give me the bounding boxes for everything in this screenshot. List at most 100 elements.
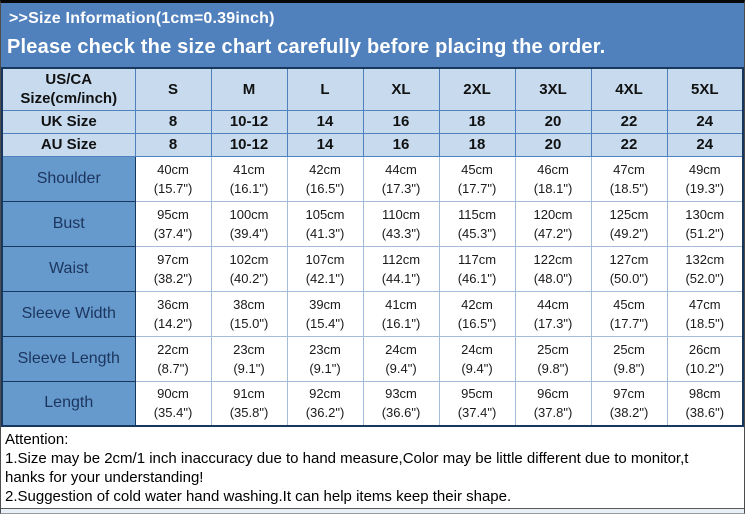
- value-inch: (49.2"): [609, 225, 649, 241]
- measurement-value-cell: 25cm (9.8"): [514, 335, 592, 382]
- measurement-value-cell: 127cm (50.0"): [590, 245, 668, 292]
- banner-title: >>Size Information(1cm=0.39inch): [9, 10, 275, 27]
- value-inch: (15.0"): [229, 315, 269, 331]
- measurement-value-cell: 44cm (17.3"): [362, 155, 440, 202]
- value-inch: (43.3"): [381, 225, 421, 241]
- value-inch: (37.8"): [533, 405, 573, 421]
- measurement-label: Sleeve Length: [1, 335, 136, 382]
- value-cm: 39cm: [309, 296, 341, 312]
- size-value-cell: 18: [438, 132, 516, 157]
- corner-header-line2: Size(cm/inch): [20, 90, 118, 108]
- value-cm: 41cm: [385, 296, 417, 312]
- value-cm: 120cm: [533, 206, 573, 222]
- measurement-value-cell: 122cm (48.0"): [514, 245, 592, 292]
- measurement-row: Waist 97cm (38.2") 102cm (40.2") 107cm (42.1")…: [1, 245, 744, 292]
- measurement-value-cell: 47cm (18.5"): [666, 290, 744, 337]
- measurement-value-cell: 102cm (40.2"): [210, 245, 288, 292]
- value-inch: (16.5"): [457, 315, 497, 331]
- row-label: AU Size: [1, 132, 136, 157]
- measurement-value-cell: 36cm (14.2"): [134, 290, 212, 337]
- value-cm: 25cm: [613, 341, 645, 357]
- value-cm: 115cm: [457, 206, 497, 222]
- value-inch: (36.2"): [305, 405, 345, 421]
- measurement-value-cell: 42cm (16.5"): [286, 155, 364, 202]
- measurement-value-cell: 100cm (39.4"): [210, 200, 288, 247]
- measurement-value-cell: 91cm (35.8"): [210, 380, 288, 427]
- measurement-value-cell: 107cm (42.1"): [286, 245, 364, 292]
- attention-line: hanks for your understanding!: [5, 469, 204, 486]
- value-cm: 97cm: [613, 386, 645, 402]
- value-cm: 46cm: [537, 161, 569, 177]
- value-inch: (9.8"): [537, 360, 569, 376]
- measurement-value-cell: 23cm (9.1"): [286, 335, 364, 382]
- value-inch: (9.1"): [233, 360, 265, 376]
- size-value-cell: 22: [590, 109, 668, 134]
- size-column-header: 5XL: [666, 67, 744, 111]
- measurement-value-cell: 125cm (49.2"): [590, 200, 668, 247]
- size-value-cell: 8: [134, 109, 212, 134]
- measurement-value-cell: 41cm (16.1"): [210, 155, 288, 202]
- value-inch: (41.3"): [305, 225, 345, 241]
- measurement-value-cell: 47cm (18.5"): [590, 155, 668, 202]
- value-inch: (44.1"): [381, 270, 421, 286]
- value-cm: 24cm: [385, 341, 417, 357]
- value-inch: (48.0"): [533, 270, 573, 286]
- value-cm: 97cm: [157, 251, 189, 267]
- value-inch: (18.5"): [609, 180, 649, 196]
- measurement-row: Sleeve Width 36cm (14.2") 38cm (15.0") 39cm (1…: [1, 290, 744, 337]
- measurement-value-cell: 40cm (15.7"): [134, 155, 212, 202]
- size-value-cell: 20: [514, 132, 592, 157]
- measurement-value-cell: 110cm (43.3"): [362, 200, 440, 247]
- value-cm: 100cm: [229, 206, 269, 222]
- value-inch: (17.7"): [609, 315, 649, 331]
- value-cm: 130cm: [685, 206, 725, 222]
- measurement-value-cell: 90cm (35.4"): [134, 380, 212, 427]
- value-cm: 45cm: [461, 161, 493, 177]
- value-inch: (17.3"): [533, 315, 573, 331]
- measurement-value-cell: 92cm (36.2"): [286, 380, 364, 427]
- measurement-value-cell: 41cm (16.1"): [362, 290, 440, 337]
- value-inch: (38.2"): [609, 405, 649, 421]
- size-value-cell: 8: [134, 132, 212, 157]
- size-conversion-row: UK Size 8 10-12 14 16 18 20 22 24: [1, 109, 744, 134]
- size-column-header: L: [286, 67, 364, 111]
- value-cm: 23cm: [309, 341, 341, 357]
- size-value-cell: 20: [514, 109, 592, 134]
- value-inch: (37.4"): [153, 225, 193, 241]
- measurement-label: Waist: [1, 245, 136, 292]
- value-cm: 112cm: [381, 251, 421, 267]
- bottom-strip: [1, 509, 744, 513]
- banner-subtitle: Please check the size chart carefully be…: [7, 36, 606, 58]
- value-inch: (9.1"): [309, 360, 341, 376]
- measurement-value-cell: 93cm (36.6"): [362, 380, 440, 427]
- value-inch: (10.2"): [685, 360, 725, 376]
- size-column-header: XL: [362, 67, 440, 111]
- value-inch: (9.8"): [613, 360, 645, 376]
- value-inch: (15.7"): [153, 180, 193, 196]
- row-label: UK Size: [1, 109, 136, 134]
- measurement-row: Shoulder 40cm (15.7") 41cm (16.1") 42cm (16.5"…: [1, 155, 744, 202]
- value-cm: 127cm: [609, 251, 649, 267]
- value-inch: (14.2"): [153, 315, 193, 331]
- value-cm: 110cm: [381, 206, 421, 222]
- value-inch: (16.1"): [381, 315, 421, 331]
- measurement-value-cell: 44cm (17.3"): [514, 290, 592, 337]
- value-cm: 93cm: [385, 386, 417, 402]
- attention-line: 1.Size may be 2cm/1 inch inaccuracy due …: [5, 450, 689, 467]
- value-inch: (42.1"): [305, 270, 345, 286]
- value-inch: (51.2"): [685, 225, 725, 241]
- value-cm: 107cm: [305, 251, 345, 267]
- measurement-value-cell: 24cm (9.4"): [362, 335, 440, 382]
- size-header-row: US/CA Size(cm/inch) S M L XL 2XL 3XL 4XL 5XL: [1, 67, 744, 111]
- value-cm: 38cm: [233, 296, 265, 312]
- measurement-row: Length 90cm (35.4") 91cm (35.8") 92cm (36.2") 9…: [1, 380, 744, 427]
- measurement-value-cell: 24cm (9.4"): [438, 335, 516, 382]
- value-cm: 44cm: [537, 296, 569, 312]
- corner-header: US/CA Size(cm/inch): [1, 67, 136, 111]
- attention-line: 2.Suggestion of cold water hand washing.…: [5, 488, 512, 505]
- measurement-row: Sleeve Length 22cm (8.7") 23cm (9.1") 23cm (9.…: [1, 335, 744, 382]
- attention-title: Attention:: [5, 431, 69, 448]
- size-conversion-row: AU Size 8 10-12 14 16 18 20 22 24: [1, 132, 744, 157]
- measurement-value-cell: 38cm (15.0"): [210, 290, 288, 337]
- value-cm: 42cm: [461, 296, 493, 312]
